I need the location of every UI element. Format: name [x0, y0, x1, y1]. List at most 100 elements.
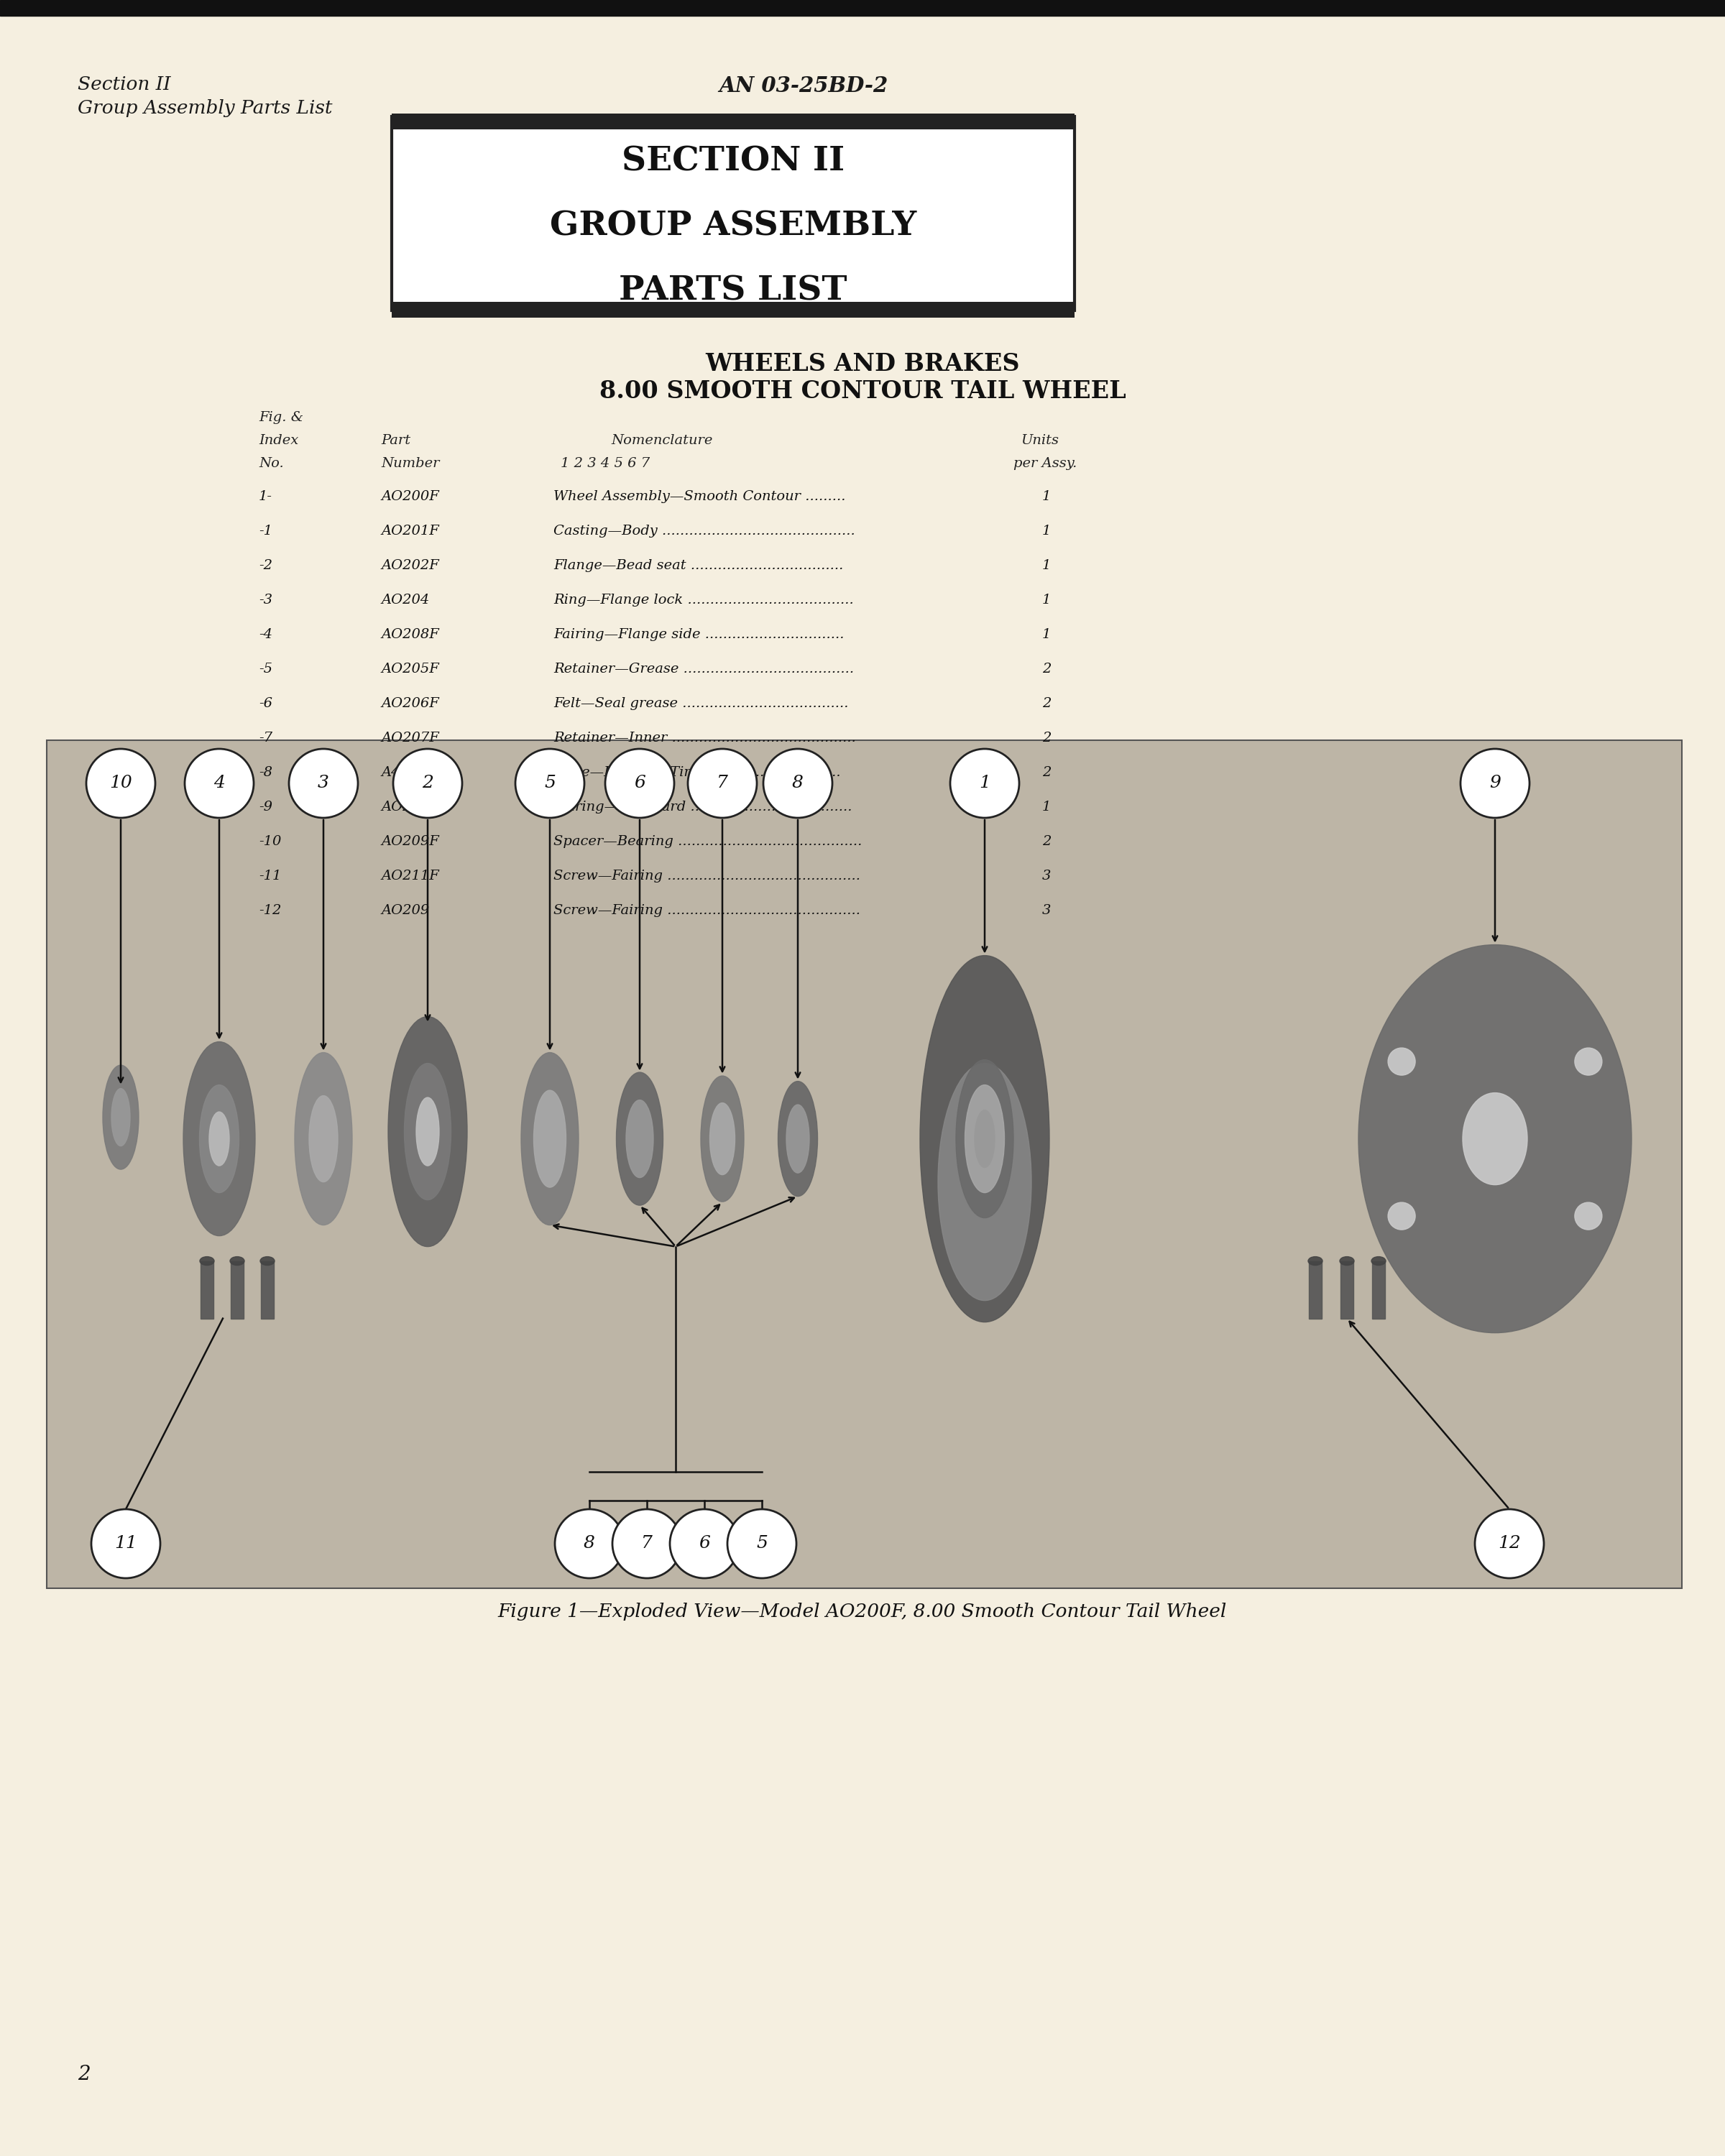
Ellipse shape — [388, 1018, 467, 1246]
Text: 1: 1 — [1042, 489, 1051, 502]
Text: AO209F: AO209F — [381, 834, 438, 847]
Circle shape — [605, 748, 674, 817]
Text: 2: 2 — [1042, 696, 1051, 709]
Ellipse shape — [1340, 1257, 1354, 1266]
Text: Casting—Body ...........................................: Casting—Body ...........................… — [554, 524, 856, 537]
Text: AO205F: AO205F — [381, 662, 438, 675]
Circle shape — [393, 748, 462, 817]
Ellipse shape — [295, 1052, 352, 1225]
Bar — [392, 116, 1075, 310]
Circle shape — [91, 1509, 160, 1578]
Bar — [47, 740, 1682, 1589]
Text: -6: -6 — [259, 696, 273, 709]
Text: Screw—Fairing ...........................................: Screw—Fairing ..........................… — [554, 869, 861, 882]
Text: 4: 4 — [214, 776, 224, 791]
Text: SECTION II: SECTION II — [621, 144, 845, 179]
Circle shape — [612, 1509, 681, 1578]
Bar — [0, 0, 1725, 15]
Text: Retainer—Grease ......................................: Retainer—Grease ........................… — [554, 662, 854, 675]
Ellipse shape — [964, 1084, 1004, 1192]
Bar — [260, 1261, 274, 1319]
Text: -10: -10 — [259, 834, 281, 847]
Text: 10: 10 — [109, 776, 133, 791]
Text: Felt—Seal grease .....................................: Felt—Seal grease .......................… — [554, 696, 849, 709]
Text: AO206F: AO206F — [381, 696, 438, 709]
Text: -1: -1 — [259, 524, 273, 537]
Text: 2: 2 — [1042, 662, 1051, 675]
Text: Figure 1—Exploded View—Model AO200F, 8.00 Smooth Contour Tail Wheel: Figure 1—Exploded View—Model AO200F, 8.0… — [499, 1602, 1226, 1621]
Text: -3: -3 — [259, 593, 273, 606]
Text: Screw—Fairing ...........................................: Screw—Fairing ..........................… — [554, 903, 861, 916]
Text: -4: -4 — [259, 627, 273, 640]
Text: -5: -5 — [259, 662, 273, 675]
Text: per Assy.: per Assy. — [1014, 457, 1076, 470]
Ellipse shape — [938, 1063, 1032, 1300]
Circle shape — [762, 748, 833, 817]
Text: 2: 2 — [423, 776, 433, 791]
Text: -9: -9 — [259, 800, 273, 813]
Ellipse shape — [1389, 1203, 1414, 1229]
Circle shape — [185, 748, 254, 817]
Ellipse shape — [1575, 1203, 1603, 1229]
Text: 1: 1 — [1042, 593, 1051, 606]
Circle shape — [950, 748, 1019, 817]
Ellipse shape — [183, 1041, 255, 1235]
Text: AO204: AO204 — [381, 593, 430, 606]
Ellipse shape — [1308, 1257, 1323, 1266]
Text: 1: 1 — [980, 776, 990, 791]
Text: Wheel Assembly—Smooth Contour .........: Wheel Assembly—Smooth Contour ......... — [554, 489, 845, 502]
Text: A4050: A4050 — [381, 765, 426, 778]
Ellipse shape — [1463, 1093, 1527, 1186]
Bar — [200, 1261, 214, 1319]
Text: 1: 1 — [1042, 558, 1051, 571]
Ellipse shape — [200, 1257, 214, 1266]
Ellipse shape — [112, 1089, 129, 1147]
Circle shape — [1461, 748, 1530, 817]
Ellipse shape — [1359, 944, 1632, 1332]
Text: Flange—Bead seat ..................................: Flange—Bead seat .......................… — [554, 558, 844, 571]
Circle shape — [1475, 1509, 1544, 1578]
Ellipse shape — [533, 1091, 566, 1188]
Text: 7: 7 — [642, 1535, 652, 1552]
Ellipse shape — [709, 1104, 735, 1175]
Text: 6: 6 — [635, 776, 645, 791]
Text: 1: 1 — [1042, 524, 1051, 537]
Text: -8: -8 — [259, 765, 273, 778]
Ellipse shape — [1389, 1048, 1414, 1076]
Text: 5: 5 — [543, 776, 555, 791]
Text: WHEELS AND BRAKES: WHEELS AND BRAKES — [706, 351, 1019, 375]
Text: Units: Units — [1021, 433, 1059, 446]
Text: 1 2 3 4 5 6 7: 1 2 3 4 5 6 7 — [561, 457, 650, 470]
Text: AO202F: AO202F — [381, 558, 438, 571]
Circle shape — [86, 748, 155, 817]
Text: Cone—Bearing (Timken) ........................: Cone—Bearing (Timken) ..................… — [554, 765, 840, 778]
Text: -12: -12 — [259, 903, 281, 916]
Text: 8.00 SMOOTH CONTOUR TAIL WHEEL: 8.00 SMOOTH CONTOUR TAIL WHEEL — [599, 379, 1126, 403]
Bar — [1371, 1261, 1385, 1319]
Ellipse shape — [956, 1061, 1014, 1218]
Circle shape — [555, 1509, 624, 1578]
Text: AO207F: AO207F — [381, 731, 438, 744]
Bar — [392, 114, 1075, 129]
Text: -2: -2 — [259, 558, 273, 571]
Ellipse shape — [521, 1052, 578, 1225]
Text: AO203F: AO203F — [381, 800, 438, 813]
Ellipse shape — [787, 1104, 809, 1173]
Bar — [231, 1261, 243, 1319]
Text: 6: 6 — [699, 1535, 711, 1552]
Ellipse shape — [229, 1257, 245, 1266]
Circle shape — [688, 748, 757, 817]
Ellipse shape — [260, 1257, 274, 1266]
Text: Nomenclature: Nomenclature — [611, 433, 712, 446]
Text: Number: Number — [381, 457, 440, 470]
Ellipse shape — [200, 1084, 240, 1192]
Ellipse shape — [975, 1110, 995, 1169]
Ellipse shape — [778, 1082, 818, 1197]
Text: 9: 9 — [1489, 776, 1501, 791]
Text: Part: Part — [381, 433, 411, 446]
Text: 3: 3 — [1042, 903, 1051, 916]
Text: 7: 7 — [716, 776, 728, 791]
Ellipse shape — [1575, 1048, 1603, 1076]
Text: AO208F: AO208F — [381, 627, 438, 640]
Text: No.: No. — [259, 457, 283, 470]
